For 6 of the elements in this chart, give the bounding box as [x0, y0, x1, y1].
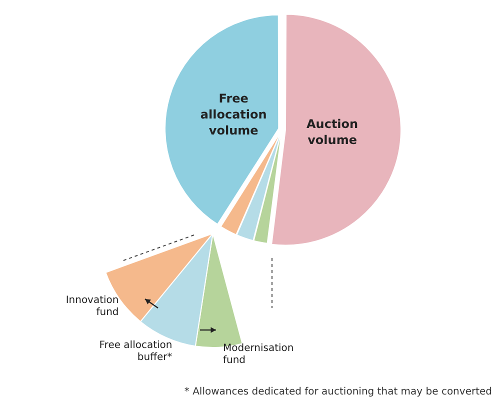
- slice-label: Modernisation fund: [222, 342, 294, 366]
- slice-label: Free allocation volume: [200, 92, 267, 138]
- slice-label: Free allocation buffer*: [99, 340, 172, 364]
- slice-label: Innovation fund: [66, 294, 119, 318]
- text: * Allowances dedicated for auctioning that may be converted: [184, 386, 492, 398]
- slice-label: Auction volume: [306, 116, 358, 147]
